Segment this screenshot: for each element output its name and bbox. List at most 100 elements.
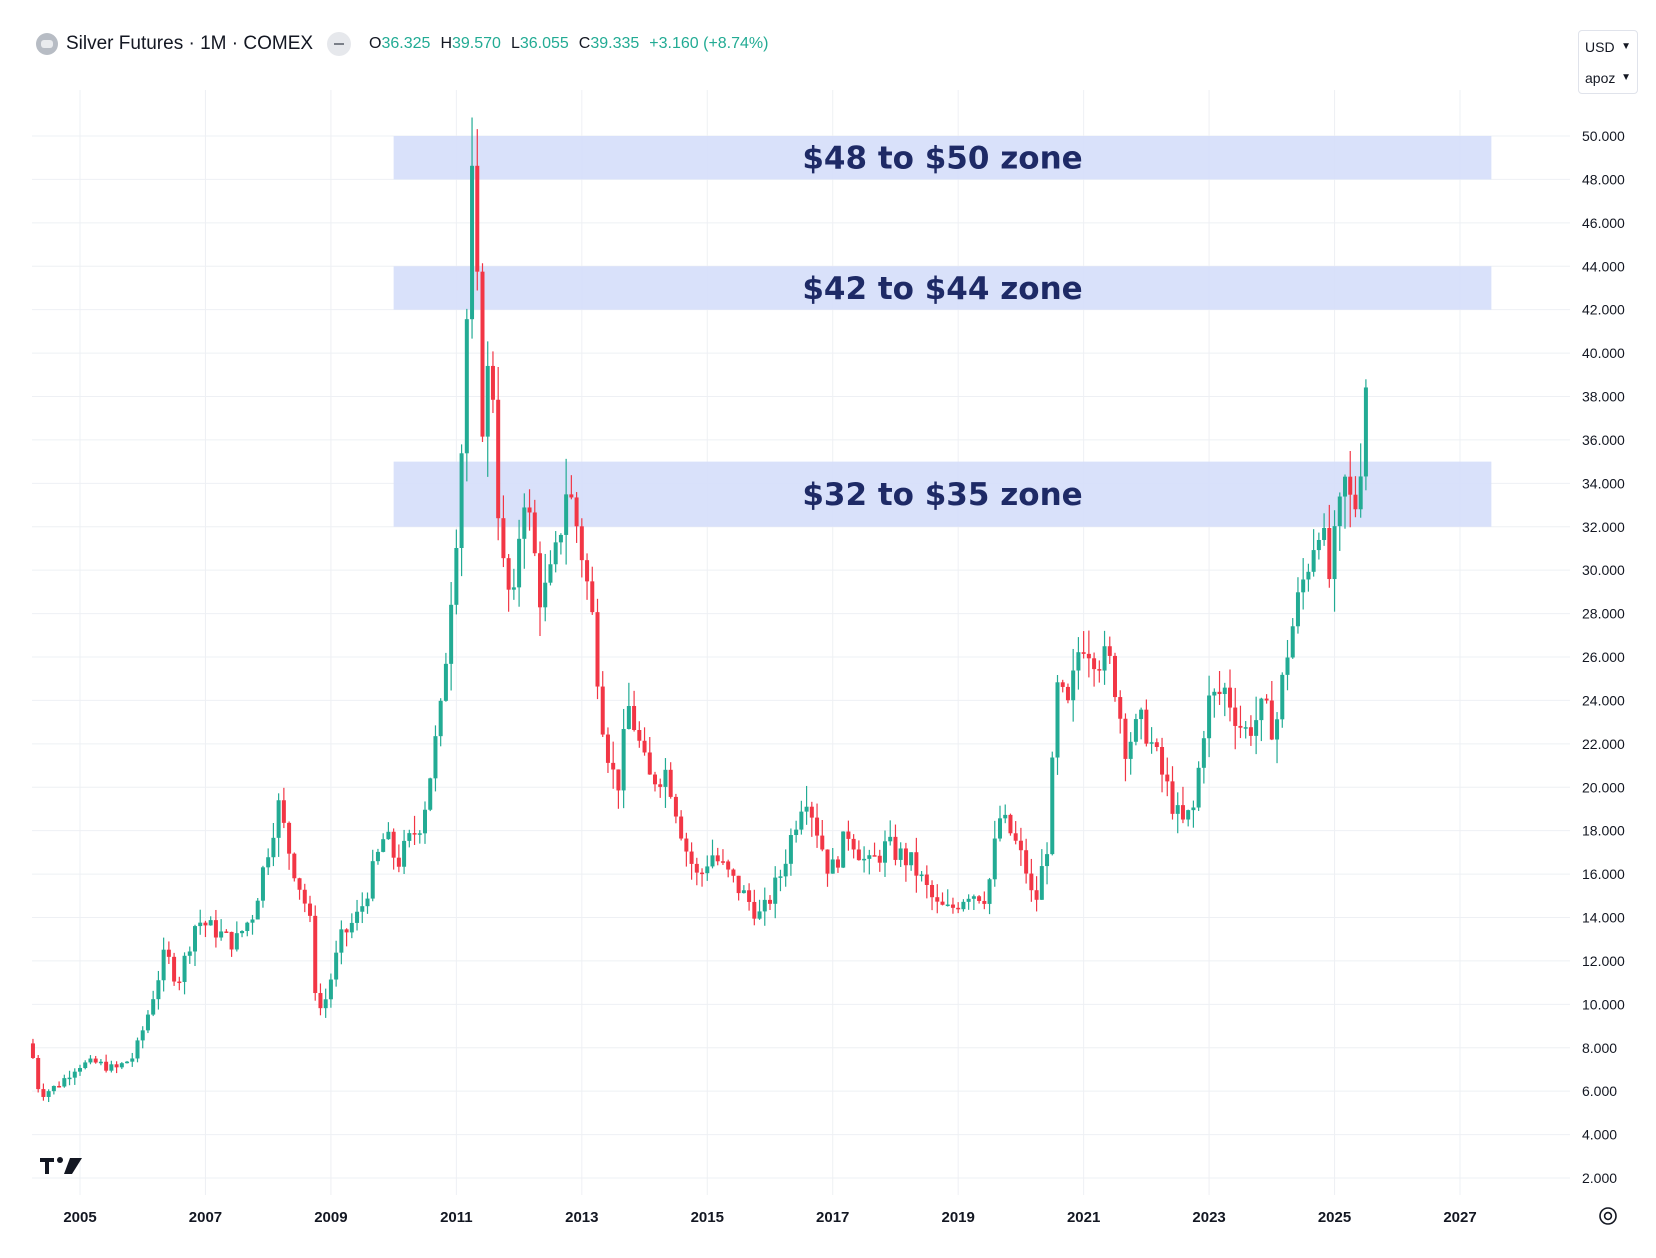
candle-body: [987, 879, 992, 904]
candle-body: [1238, 725, 1243, 728]
candle-body: [297, 878, 302, 890]
candle-body: [208, 920, 213, 926]
candle-body: [187, 951, 192, 956]
candle-body: [867, 855, 872, 859]
candle-body: [940, 901, 945, 905]
x-tick-label: 2011: [440, 1209, 473, 1226]
candle-body: [1285, 657, 1290, 675]
currency-select[interactable]: USD ▼: [1579, 31, 1637, 62]
candle-body: [496, 399, 501, 519]
y-tick-label: 8.000: [1582, 1040, 1617, 1056]
candle-body: [1348, 476, 1353, 495]
candle-body: [825, 849, 830, 874]
candle-body: [762, 899, 767, 912]
candle-body: [799, 811, 804, 830]
candle-body: [1092, 658, 1097, 670]
candle-body: [1149, 742, 1154, 744]
candle-body: [417, 833, 422, 835]
candle-body: [1139, 709, 1144, 720]
candle-body: [1071, 670, 1076, 701]
candle-body: [57, 1085, 62, 1088]
candle-body: [412, 833, 417, 835]
candle-body: [433, 736, 438, 779]
candle-body: [919, 874, 924, 877]
candle-body: [998, 818, 1002, 839]
candle-body: [266, 857, 271, 868]
candle-body: [909, 852, 914, 866]
candle-body: [1060, 682, 1065, 687]
candle-body: [1055, 682, 1060, 758]
candle-body: [553, 542, 558, 565]
candle-body: [804, 806, 809, 812]
candle-body: [1269, 700, 1274, 740]
symbol-icon[interactable]: [36, 33, 58, 55]
high-key: H: [440, 35, 452, 52]
candle-body: [1003, 814, 1008, 819]
y-tick-label: 40.000: [1582, 345, 1625, 361]
candle-body: [360, 906, 365, 912]
candle-body: [684, 838, 689, 852]
candle-body: [611, 762, 616, 770]
candle-body: [349, 922, 354, 933]
candle-body: [773, 877, 778, 904]
candle-body: [1254, 720, 1259, 736]
candle-body: [621, 728, 626, 791]
candle-body: [1191, 807, 1196, 811]
candle-body: [647, 752, 652, 775]
y-tick-label: 14.000: [1582, 910, 1625, 926]
candle-body: [396, 857, 401, 867]
candle-body: [862, 858, 867, 861]
candle-body: [710, 855, 715, 867]
candle-body: [1280, 674, 1285, 720]
candle-body: [809, 806, 814, 818]
candle-body: [851, 838, 856, 850]
scale-select[interactable]: apoz ▼: [1579, 62, 1637, 93]
candle-body: [569, 494, 574, 498]
zone-label: $32 to $35 zone: [802, 477, 1082, 513]
currency-label: USD: [1585, 38, 1615, 55]
candle-body: [689, 851, 694, 864]
candle-body: [459, 453, 464, 548]
y-tick-label: 44.000: [1582, 258, 1625, 274]
candle-body: [883, 841, 887, 863]
symbol-title[interactable]: Silver Futures · 1M · COMEX: [66, 33, 314, 54]
candle-body: [287, 822, 292, 854]
candle-body: [1363, 387, 1368, 477]
candle-body: [83, 1062, 88, 1069]
x-axis[interactable]: 2005 2007 2009 2011 2013 2015 2017 2019 2021 2023…: [63, 1209, 1476, 1226]
grid: [32, 90, 1570, 1195]
candle-body: [726, 861, 731, 870]
candle-body: [700, 872, 705, 875]
candle-body: [454, 547, 459, 605]
candle-body: [93, 1058, 98, 1063]
open-key: O: [369, 35, 382, 52]
scale-label: apoz: [1585, 69, 1616, 86]
candle-body: [177, 981, 182, 984]
candle-body: [527, 507, 532, 513]
y-tick-label: 16.000: [1582, 866, 1625, 882]
candle-body: [313, 915, 318, 994]
candle-body: [1081, 652, 1086, 654]
candle-body: [1065, 686, 1070, 701]
candle-body: [1113, 655, 1117, 698]
y-axis[interactable]: 2.000 4.000 6.000 8.000 10.000 12.000 14.000 16…: [1582, 128, 1625, 1186]
candle-body: [1196, 767, 1201, 808]
candle-body: [391, 831, 396, 858]
candle-body: [1186, 810, 1191, 820]
candle-body: [768, 899, 772, 904]
candle-body: [820, 835, 825, 850]
candle-body: [224, 931, 229, 933]
candle-body: [67, 1077, 72, 1080]
y-tick-label: 28.000: [1582, 606, 1625, 622]
candle-body: [1018, 840, 1023, 851]
symbol-menu-button[interactable]: [327, 32, 352, 56]
candle-body: [193, 926, 197, 952]
candle-body: [145, 1014, 150, 1031]
candle-body: [924, 874, 929, 885]
candle-body: [1008, 814, 1013, 834]
settings-icon[interactable]: [1598, 1206, 1618, 1226]
x-tick-label: 2019: [941, 1209, 974, 1226]
candle-body: [1097, 669, 1102, 671]
candle-body: [757, 911, 762, 919]
